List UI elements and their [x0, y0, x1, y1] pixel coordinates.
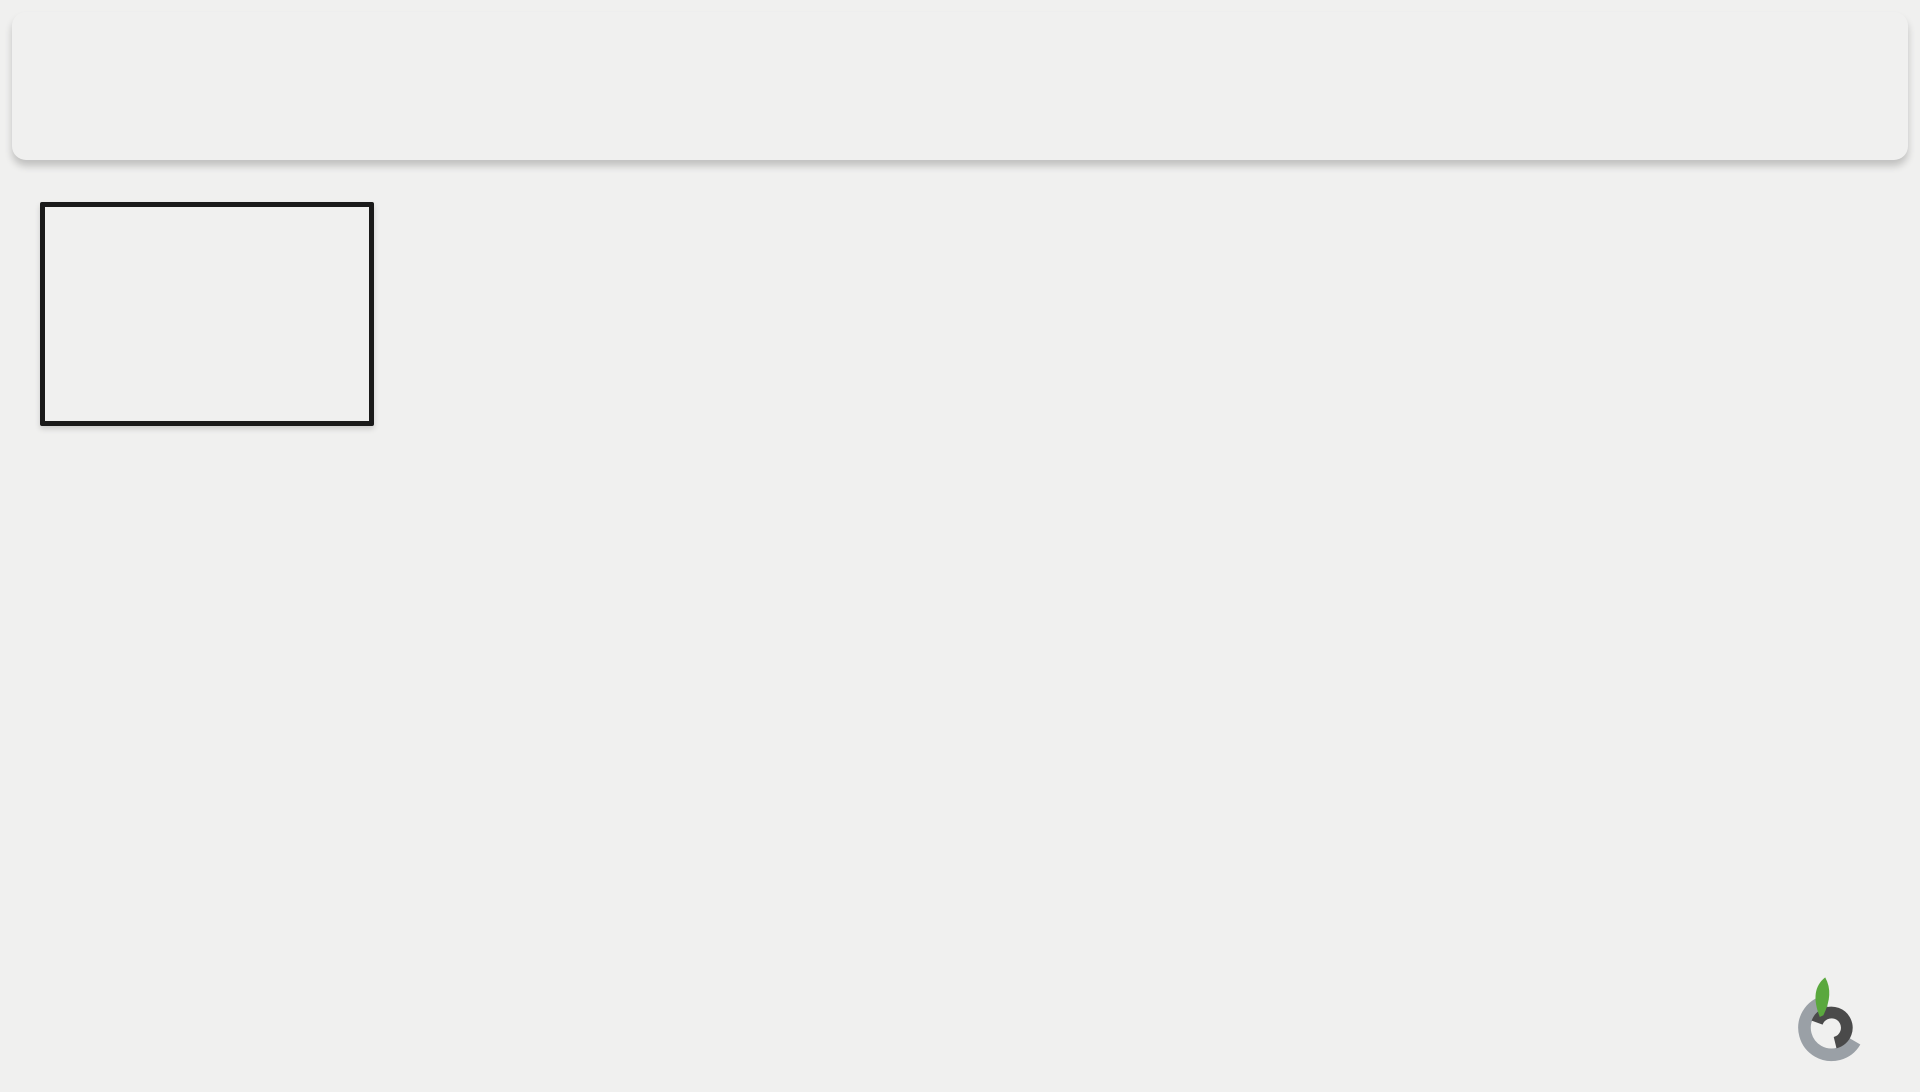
content-row	[0, 172, 1920, 426]
title-header	[12, 12, 1908, 160]
cell-membrane-diagram	[57, 219, 357, 409]
figure-frame	[40, 202, 374, 426]
description-panel	[404, 202, 1880, 426]
brand-logo-icon	[1782, 972, 1872, 1062]
